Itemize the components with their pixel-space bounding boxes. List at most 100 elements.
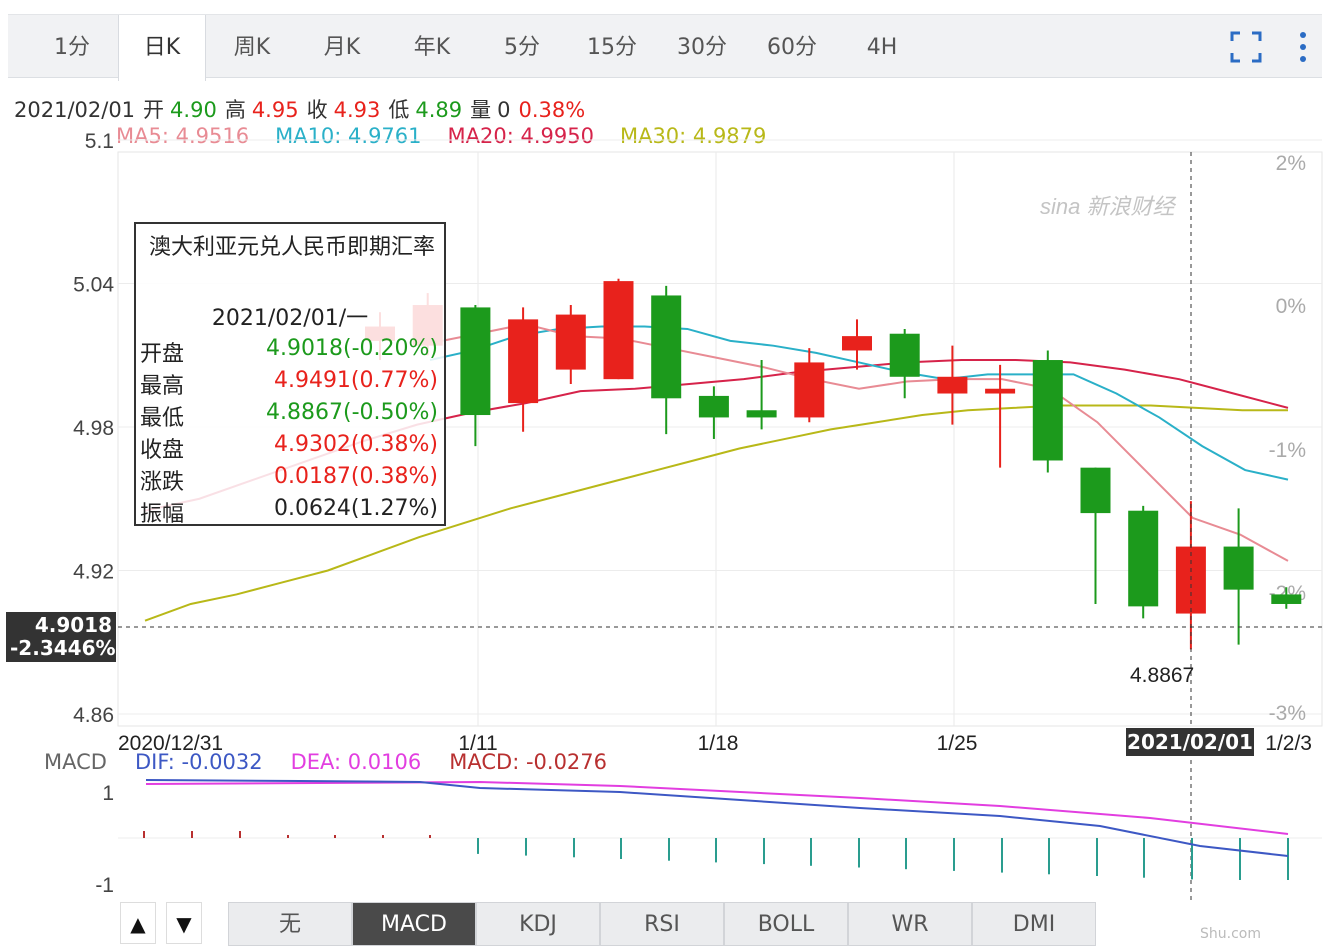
crosshair-date-label: 2021/02/01 [1126,728,1254,756]
candle-body [1271,594,1302,604]
quote-high: 4.95 [251,98,299,122]
candle-body [842,336,872,351]
candle-body [555,314,586,370]
candle-body [460,307,491,416]
quote-volume: 0 [497,98,511,122]
macd-y-tick: -1 [95,874,114,897]
macd-legend: MACD DIF: -0.0032 DEA: 0.0106 MACD: -0.0276 [44,750,635,774]
y-tick-label: 5.1 [85,130,114,153]
tooltip-row-value: 4.9302(0.38%) [273,432,438,457]
tab-周K[interactable]: 周K [233,35,271,60]
dif-value: DIF: -0.0032 [134,750,263,774]
tooltip-row-label: 最低 [140,406,185,431]
tooltip-row: 最低 4.8867(-0.50%) [140,400,442,432]
indicator-tab-DMI[interactable]: DMI [972,902,1096,946]
candle-body [1223,546,1254,590]
scroll-down-button[interactable]: ▼ [166,902,202,944]
candle-body [651,295,682,399]
macd-value: MACD: -0.0276 [449,750,608,774]
indicator-tab-无[interactable]: 无 [228,902,352,946]
tooltip-row-value: 4.9018(-0.20%) [266,336,438,361]
candle-tooltip: 澳大利亚元兑人民币即期汇率 2021/02/01/一 开盘 4.9018(-0.2… [134,222,446,528]
tooltip-row: 振幅 0.0624(1.27%) [140,496,442,528]
tab-日K[interactable]: 日K [118,15,206,81]
pct-tick-label: 0% [1276,295,1306,318]
crosshair-price: 4.9018 [34,613,112,637]
sina-watermark: sina 新浪财经 [1040,194,1176,219]
candle-body [937,376,968,394]
quote-low: 4.89 [415,98,463,122]
y-tick-label: 4.86 [73,704,114,727]
fullscreen-icon[interactable] [1226,27,1266,67]
quote-volume-label: 量 [470,98,492,122]
period-tab-bar: 1分 日K 周K 月K 年K 5分 15分 30分 60分 4H [8,14,1322,81]
macd-y-tick: 1 [102,782,114,805]
y-tick-label: 4.92 [73,561,114,584]
x-tick-label: 1/18 [698,732,739,755]
indicator-tab-BOLL[interactable]: BOLL [724,902,848,946]
quote-low-label: 低 [388,98,410,122]
corner-watermark: Shu.com [1200,926,1261,942]
indicator-tab-MACD[interactable]: MACD [352,902,476,946]
tooltip-row-value: 4.9491(0.77%) [273,368,438,393]
quote-open: 4.90 [170,98,217,122]
candle-body [603,281,634,380]
tab-15分[interactable]: 15分 [587,35,637,60]
quote-summary: 2021/02/01 开 4.90 高 4.95 收 4.93 低 4.89 量 0 0.38% [14,94,593,124]
tooltip-date: 2021/02/01/一 [211,306,369,331]
ma20-value: MA20: 4.9950 [447,124,594,148]
dif-line [145,779,1289,857]
tooltip-row: 涨跌 0.0187(0.38%) [140,464,442,496]
y-tick-label: 4.98 [73,417,114,440]
tooltip-row-label: 振幅 [140,502,185,527]
tooltip-row: 开盘 4.9018(-0.20%) [140,336,442,368]
quote-change: 0.38% [518,98,586,122]
ma30-value: MA30: 4.9879 [619,124,767,148]
candle-body [1080,467,1111,514]
tooltip-row: 收盘 4.9302(0.38%) [140,432,442,464]
quote-close: 4.93 [333,98,381,122]
pct-tick-label: 2% [1276,152,1306,175]
tab-5分[interactable]: 5分 [504,35,540,60]
ma10-value: MA10: 4.9761 [275,124,422,148]
candle-body [985,388,1016,394]
candle-body [746,410,777,418]
quote-date: 2021/02/01 [14,98,136,122]
dea-value: DEA: 0.0106 [290,750,422,774]
y-tick-label: 5.04 [73,274,114,297]
tooltip-row-label: 收盘 [140,438,185,463]
pct-tick-label: -1% [1269,439,1306,462]
indicator-tab-WR[interactable]: WR [848,902,972,946]
more-menu-icon[interactable] [1288,27,1318,67]
tooltip-row-value: 0.0187(0.38%) [273,464,438,489]
crosshair-percent: -2.3446% [10,636,116,660]
tab-30分[interactable]: 30分 [677,35,727,60]
quote-open-label: 开 [143,98,165,122]
indicator-tab-KDJ[interactable]: KDJ [476,902,600,946]
tab-4H[interactable]: 4H [866,35,898,60]
x-tick-label: 1/11 [458,732,497,755]
quote-close-label: 收 [306,98,328,122]
tab-年K[interactable]: 年K [413,35,451,60]
x-tick-label: 2020/12/31 [118,732,223,755]
pct-tick-label: -3% [1269,702,1306,725]
ma5-value: MA5: 4.9516 [116,124,250,148]
tab-月K[interactable]: 月K [323,35,361,60]
tab-1分[interactable]: 1分 [54,35,90,60]
x-tick-label: 1/25 [937,732,978,755]
scroll-up-button[interactable]: ▲ [120,902,156,944]
quote-high-label: 高 [224,98,246,122]
indicator-tab-bar: ▲ ▼ 无 MACD KDJ RSI BOLL WR DMI [116,900,1322,946]
tooltip-row-label: 涨跌 [140,470,185,495]
ma30-line [144,404,1288,622]
candle-body [1032,360,1063,461]
tab-60分[interactable]: 60分 [767,35,817,60]
indicator-tab-RSI[interactable]: RSI [600,902,724,946]
crosshair-price-label: 4.9018 -2.3446% [6,612,116,662]
candle-body [794,362,825,418]
tooltip-row-label: 开盘 [140,342,185,367]
tooltip-title: 澳大利亚元兑人民币即期汇率 [148,235,435,260]
x-tick-label: 1/2/3 [1265,732,1312,755]
